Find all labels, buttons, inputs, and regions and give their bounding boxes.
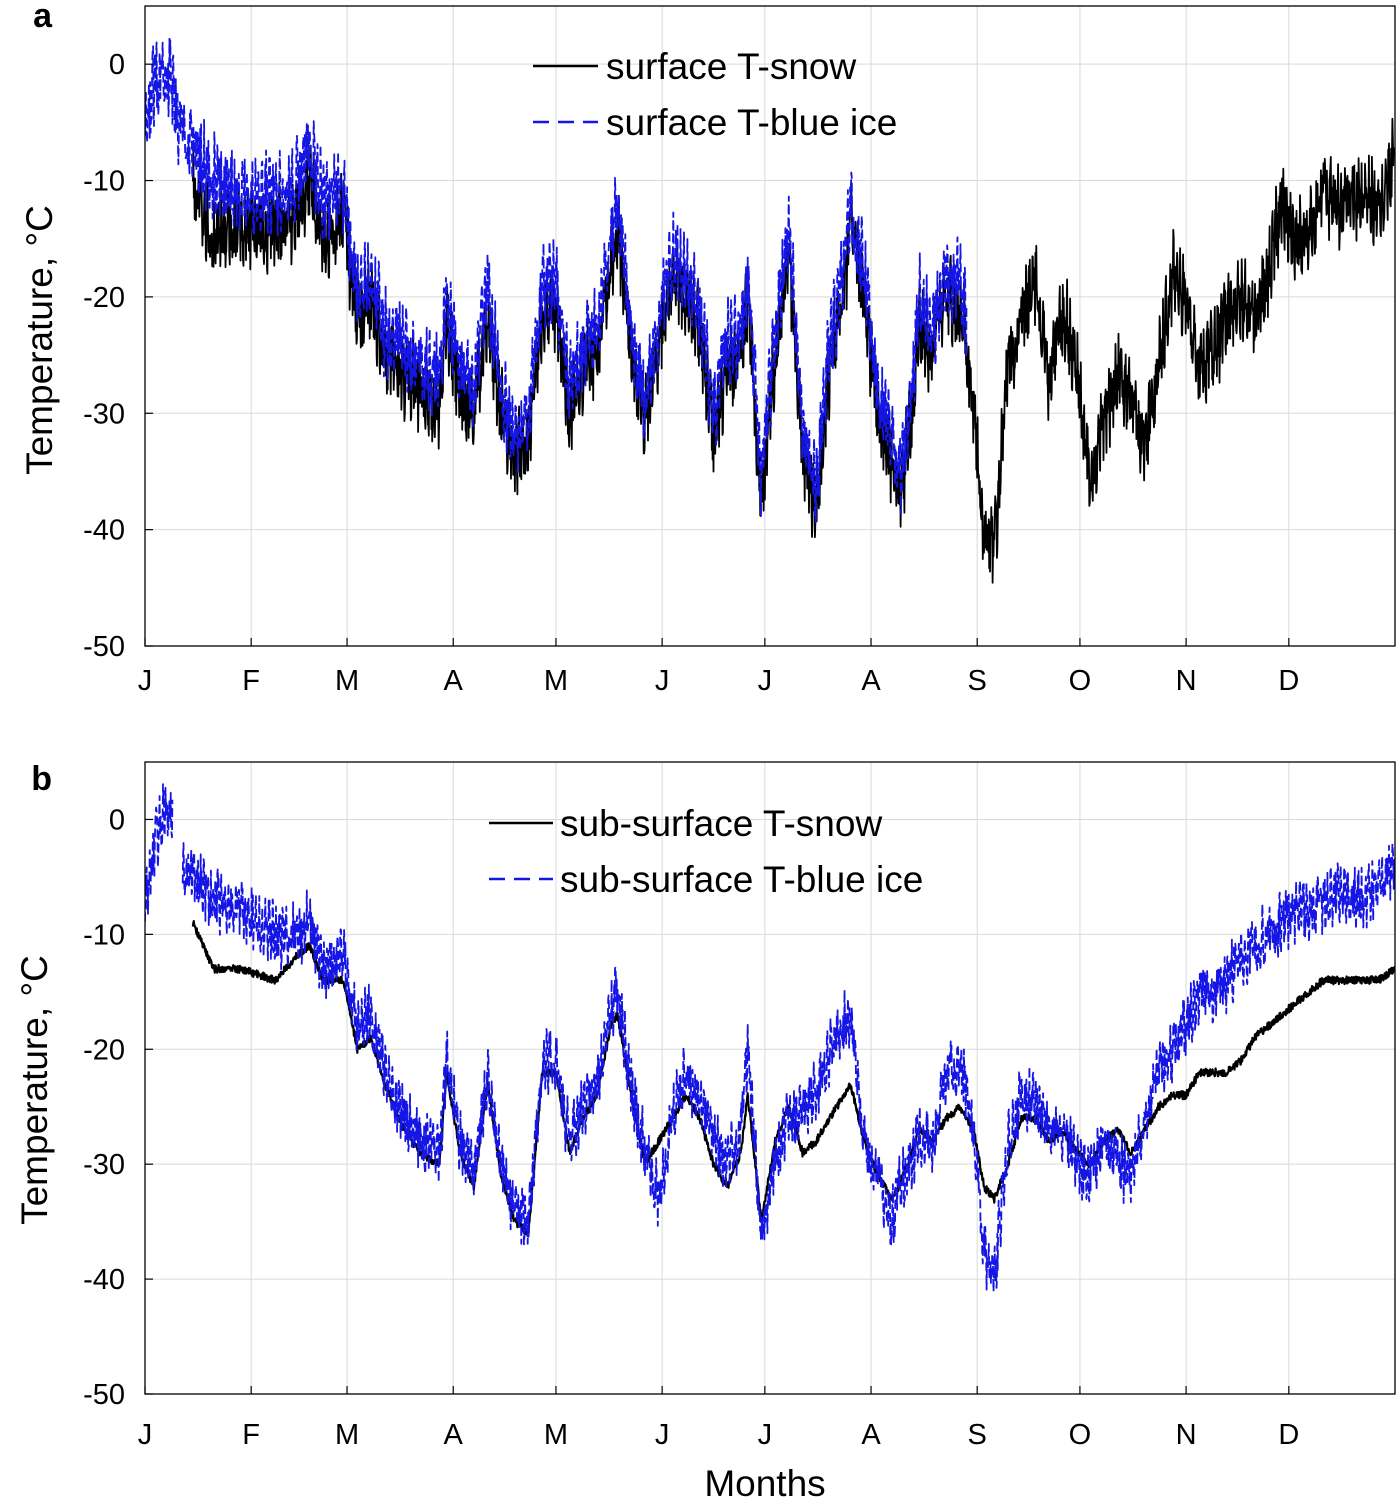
y-tick-label: -40 — [83, 1264, 125, 1296]
panel-b-lines — [145, 783, 1395, 1293]
x-tick-label: A — [444, 665, 464, 697]
panel-b: b 0 -10 -20 -30 -40 -50 J F M A M J J A S O N D Temperat… — [14, 760, 1396, 1502]
x-tick-label: D — [1278, 665, 1299, 697]
y-tick-label: 0 — [109, 49, 125, 81]
panel-b-frame — [144, 761, 1396, 1395]
y-tick-label: -20 — [83, 1034, 125, 1066]
x-tick-label: J — [138, 1419, 153, 1451]
x-tick-label: D — [1278, 1419, 1299, 1451]
x-tick-label: F — [242, 1419, 260, 1451]
panel-a-frame — [144, 5, 1396, 647]
x-tick-label: J — [758, 665, 773, 697]
x-tick-label: A — [861, 665, 881, 697]
x-tick-label: J — [138, 665, 153, 697]
y-tick-label: -50 — [83, 1379, 125, 1411]
x-tick-label: N — [1176, 1419, 1197, 1451]
panel-b-y-ticks: 0 -10 -20 -30 -40 -50 — [83, 804, 153, 1411]
y-tick-label: -30 — [83, 398, 125, 430]
series-line-surface-t-snow — [192, 117, 1395, 584]
panel-b-legend: sub-surface T-snow sub-surface T-blue ic… — [489, 803, 923, 900]
series-line-surface-t-blue-ice — [145, 37, 968, 524]
x-tick-label: M — [335, 1419, 359, 1451]
series-line-sub-surface-t-blue-ice — [145, 783, 1395, 1293]
y-tick-label: -20 — [83, 282, 125, 314]
panel-a-letter: a — [33, 0, 53, 35]
y-tick-label: -50 — [83, 631, 125, 663]
x-tick-label: S — [968, 1419, 987, 1451]
legend-label-subsurface-blue-ice: sub-surface T-blue ice — [560, 859, 923, 900]
x-tick-label: J — [655, 1419, 670, 1451]
y-tick-label: -30 — [83, 1149, 125, 1181]
panel-a-lines — [145, 37, 1395, 584]
legend-label-surface-snow: surface T-snow — [606, 46, 856, 87]
x-tick-label: A — [861, 1419, 881, 1451]
panel-a: a 0 -10 -20 -30 -40 -50 J F M A M J J A S O N D Temperat… — [19, 0, 1396, 697]
y-tick-label: 0 — [109, 804, 125, 836]
legend-label-subsurface-snow: sub-surface T-snow — [560, 803, 882, 844]
panel-b-letter: b — [31, 760, 52, 798]
legend-label-surface-blue-ice: surface T-blue ice — [606, 102, 897, 143]
x-tick-label: A — [444, 1419, 464, 1451]
x-tick-label: F — [242, 665, 260, 697]
x-tick-label: O — [1069, 665, 1092, 697]
x-tick-label: S — [968, 665, 987, 697]
panel-b-grid — [145, 762, 1395, 1395]
panel-b-y-axis-label: Temperature, °C — [14, 955, 55, 1225]
panel-a-y-axis-label: Temperature, °C — [19, 205, 60, 475]
panel-a-legend: surface T-snow surface T-blue ice — [533, 46, 897, 143]
x-tick-label: M — [544, 665, 568, 697]
x-tick-label: J — [758, 1419, 773, 1451]
y-tick-label: -10 — [83, 919, 125, 951]
x-tick-label: M — [544, 1419, 568, 1451]
y-tick-label: -40 — [83, 515, 125, 547]
x-tick-label: O — [1069, 1419, 1092, 1451]
x-tick-label: N — [1176, 665, 1197, 697]
x-tick-label: J — [655, 665, 670, 697]
y-tick-label: -10 — [83, 166, 125, 198]
x-tick-label: M — [335, 665, 359, 697]
series-line-sub-surface-t-snow — [191, 920, 1395, 1236]
panel-b-x-axis-label: Months — [704, 1463, 825, 1502]
panel-a-y-ticks: 0 -10 -20 -30 -40 -50 — [83, 49, 153, 663]
